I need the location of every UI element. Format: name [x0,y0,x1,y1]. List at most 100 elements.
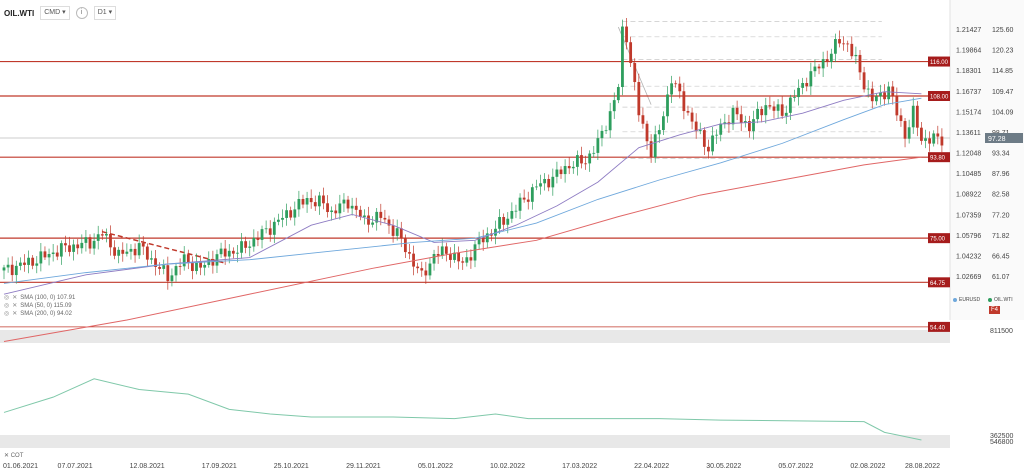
candle-body [158,266,162,269]
toolbar: OIL.WTI CMD ▾ i D1 ▾ [4,5,117,21]
candle-body [723,122,727,124]
candle-body [481,238,485,243]
candle-body [707,146,710,152]
candle-body [141,243,145,247]
candle-body [879,92,882,97]
level-badge [928,321,950,332]
x-tick-label: 29.11.2021 [346,463,381,470]
candle-body [371,222,375,225]
oil-tick-label: 125.60 [992,27,1014,34]
eye-icon[interactable]: ◎ [4,295,10,301]
candle-body [363,215,366,217]
indicator-sma-200[interactable]: ◎ ✕ SMA (200, 0) 94.02 [4,310,72,318]
candle-body [891,86,895,96]
candle-body [317,195,321,207]
candle-body [780,104,784,116]
interval-select[interactable]: D1 ▾ [93,6,117,20]
eurusd-tick-label: 1.13611 [956,130,981,137]
candle-body [346,199,350,209]
series-dot-icon [988,298,992,302]
candle-body [907,127,911,139]
candle-body [453,252,456,260]
candle-body [817,66,821,69]
candle-body [174,266,178,276]
candle-body [813,66,817,72]
candle-body [928,138,932,144]
current-price-label: 97.28 [988,136,1006,143]
eye-icon[interactable]: ◎ [4,303,10,309]
eurusd-tick-label: 1.15174 [956,109,981,116]
oil-tick-label: 82.58 [992,192,1010,199]
candle-body [535,186,538,188]
candle-body [784,112,788,116]
eye-icon[interactable]: ◎ [4,311,10,317]
candle-body [834,39,837,54]
candle-body [18,262,22,266]
close-icon[interactable]: ✕ [12,311,18,317]
eurusd-tag[interactable]: EURUSD [953,297,980,303]
flag-badge[interactable]: F4 [989,306,1001,314]
candle-body [670,83,673,95]
candle-body [911,105,915,128]
candle-body [96,234,100,241]
level-label: 116.00 [930,60,949,66]
oil-tick-label: 114.85 [992,68,1013,75]
candle-body [866,88,870,90]
eurusd-tick-label: 1.16737 [956,89,981,96]
candle-body [485,233,489,243]
candle-body [219,248,223,255]
candle-body [416,266,420,269]
candle-body [563,166,567,175]
oil-tick-label: 87.96 [992,171,1010,178]
mode-value: CMD [44,9,61,16]
candle-body [301,198,305,205]
indicator-sma-50[interactable]: ◎ ✕ SMA (50, 0) 115.09 [4,302,72,310]
candle-body [641,115,645,124]
sma-200-line [3,156,922,343]
candle-body [870,88,874,102]
candle-body [555,169,559,177]
x-tick-label: 30.05.2022 [706,463,741,470]
x-tick-label: 17.09.2021 [202,463,237,470]
level-label: 75.00 [930,237,946,243]
symbol-label[interactable]: OIL.WTI [4,8,35,18]
candle-body [391,225,395,236]
candle-body [367,215,370,225]
candle-body [170,275,174,282]
chevron-down-icon: ▾ [108,9,113,16]
indicator-label: SMA (100, 0) 107.91 [20,294,76,301]
candle-body [104,233,108,236]
candle-body [322,195,325,204]
candle-body [608,111,612,131]
close-icon[interactable]: ✕ [12,303,18,309]
cot-tick-label: 362500 [990,433,1013,440]
level-label: 64.75 [930,281,946,287]
cot-tick-label: 546800 [990,439,1013,446]
candle-body [612,100,616,112]
x-tick-label: 22.04.2022 [634,463,669,470]
candle-body [14,265,18,276]
candle-body [498,217,501,229]
x-tick-label: 01.06.2021 [3,463,38,470]
cot-line [3,378,922,441]
candle-body [809,71,813,87]
candle-body [326,203,329,213]
candle-body [657,130,661,135]
close-icon[interactable]: ✕ [12,295,18,301]
indicator-sma-100[interactable]: ◎ ✕ SMA (100, 0) 107.91 [4,294,76,302]
eurusd-tick-label: 1.18301 [956,68,981,75]
candle-body [551,176,555,188]
oil-tag[interactable]: OIL.WTI [988,297,1013,303]
info-icon[interactable]: i [75,7,88,19]
mode-select[interactable]: CMD ▾ [40,6,70,20]
cot-tick-label: 811500 [990,328,1013,335]
sma-100-line [3,91,922,295]
candle-body [522,197,526,200]
candle-body [666,94,669,117]
candle-body [469,257,473,261]
close-icon[interactable]: ✕ [4,453,10,459]
candle-body [920,127,923,141]
candle-body [702,130,706,147]
